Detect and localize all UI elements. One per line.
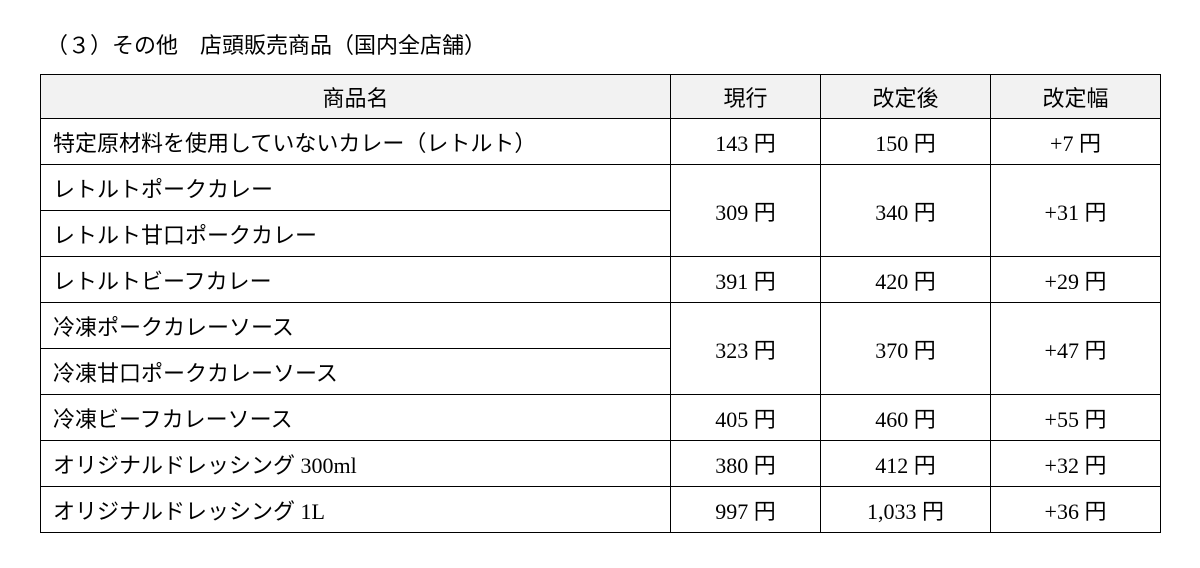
table-row: オリジナルドレッシング 1L997 円1,033 円+36 円 [41, 487, 1161, 533]
col-header-current: 現行 [671, 75, 821, 119]
table-header-row: 商品名 現行 改定後 改定幅 [41, 75, 1161, 119]
table-row: 特定原材料を使用していないカレー（レトルト）143 円150 円+7 円 [41, 119, 1161, 165]
price-diff-cell: +32 円 [991, 441, 1161, 487]
product-name-cell: 冷凍ビーフカレーソース [41, 395, 671, 441]
current-price-cell: 391 円 [671, 257, 821, 303]
price-diff-cell: +7 円 [991, 119, 1161, 165]
revised-price-cell: 150 円 [821, 119, 991, 165]
table-row: レトルトビーフカレー391 円420 円+29 円 [41, 257, 1161, 303]
table-row: 冷凍ビーフカレーソース405 円460 円+55 円 [41, 395, 1161, 441]
price-diff-cell: +29 円 [991, 257, 1161, 303]
col-header-diff: 改定幅 [991, 75, 1161, 119]
current-price-cell: 323 円 [671, 303, 821, 395]
current-price-cell: 143 円 [671, 119, 821, 165]
revised-price-cell: 460 円 [821, 395, 991, 441]
table-row: レトルトポークカレー309 円340 円+31 円 [41, 165, 1161, 211]
current-price-cell: 309 円 [671, 165, 821, 257]
product-name-cell: レトルトポークカレー [41, 165, 671, 211]
product-name-cell: オリジナルドレッシング 300ml [41, 441, 671, 487]
section-title: （３）その他 店頭販売商品（国内全店舗） [46, 28, 1160, 60]
current-price-cell: 405 円 [671, 395, 821, 441]
col-header-revised: 改定後 [821, 75, 991, 119]
price-diff-cell: +36 円 [991, 487, 1161, 533]
price-diff-cell: +31 円 [991, 165, 1161, 257]
product-name-cell: 冷凍ポークカレーソース [41, 303, 671, 349]
price-table: 商品名 現行 改定後 改定幅 特定原材料を使用していないカレー（レトルト）143… [40, 74, 1161, 533]
price-diff-cell: +47 円 [991, 303, 1161, 395]
table-row: オリジナルドレッシング 300ml380 円412 円+32 円 [41, 441, 1161, 487]
product-name-cell: 冷凍甘口ポークカレーソース [41, 349, 671, 395]
product-name-cell: オリジナルドレッシング 1L [41, 487, 671, 533]
product-name-cell: レトルトビーフカレー [41, 257, 671, 303]
revised-price-cell: 1,033 円 [821, 487, 991, 533]
product-name-cell: 特定原材料を使用していないカレー（レトルト） [41, 119, 671, 165]
page-container: （３）その他 店頭販売商品（国内全店舗） 商品名 現行 改定後 改定幅 特定原材… [0, 0, 1200, 553]
table-row: 冷凍ポークカレーソース323 円370 円+47 円 [41, 303, 1161, 349]
col-header-name: 商品名 [41, 75, 671, 119]
product-name-cell: レトルト甘口ポークカレー [41, 211, 671, 257]
price-diff-cell: +55 円 [991, 395, 1161, 441]
revised-price-cell: 420 円 [821, 257, 991, 303]
current-price-cell: 380 円 [671, 441, 821, 487]
current-price-cell: 997 円 [671, 487, 821, 533]
revised-price-cell: 370 円 [821, 303, 991, 395]
revised-price-cell: 412 円 [821, 441, 991, 487]
revised-price-cell: 340 円 [821, 165, 991, 257]
